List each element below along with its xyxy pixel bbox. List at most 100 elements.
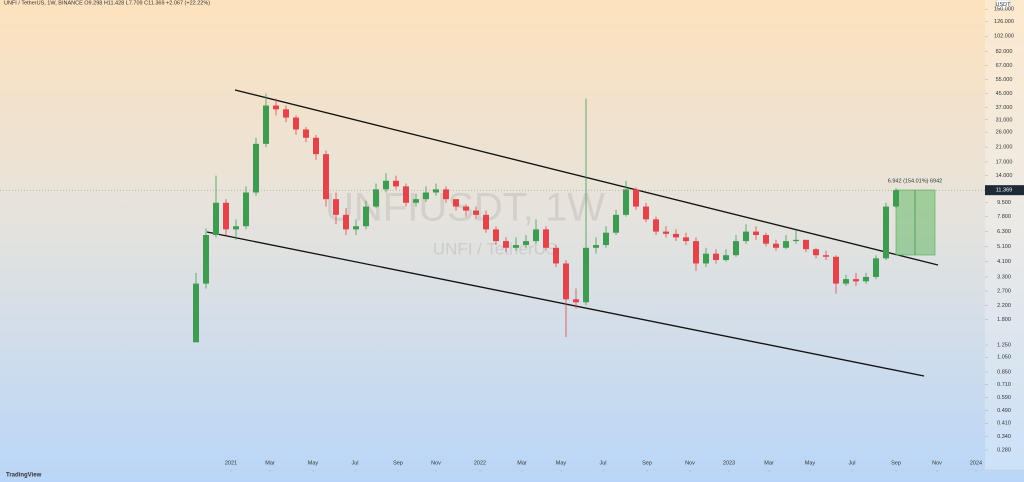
candle-body	[223, 202, 229, 230]
candle-body	[723, 255, 729, 261]
candle-body	[623, 189, 629, 215]
candle-body	[313, 137, 319, 155]
candle-body	[423, 192, 429, 200]
x-tick-label: 2021	[225, 460, 237, 466]
candle-body	[243, 192, 249, 227]
y-tick-label: 4.100	[997, 259, 1011, 265]
candle-body	[793, 239, 799, 242]
x-tick-label: 2024	[970, 460, 982, 466]
candle-body	[853, 279, 859, 282]
candle-body	[303, 129, 309, 138]
x-tick-label: May	[556, 460, 567, 466]
y-tick-label: 2.700	[997, 288, 1011, 294]
candle-body	[533, 229, 539, 242]
candle-body	[593, 245, 599, 248]
x-tick-label: Nov	[431, 460, 441, 466]
candle-body	[713, 253, 719, 261]
y-tick-label: 3.300	[997, 274, 1011, 280]
header: UNFI / TetherUS, 1W, BINANCE O9.298 H11.…	[4, 0, 210, 6]
candle-body	[363, 206, 369, 227]
candle-body	[283, 109, 289, 118]
candle-body	[293, 117, 299, 130]
candle-body	[873, 258, 879, 277]
candle-body	[213, 202, 219, 236]
y-tick-label: 150.000	[994, 7, 1014, 13]
currency[interactable]: USDT	[996, 2, 1012, 8]
candle-body	[673, 233, 679, 238]
candle-body	[463, 206, 469, 211]
x-tick-label: Jul	[599, 460, 606, 466]
upper-trendline	[234, 89, 939, 266]
y-tick-label: 1.250	[997, 343, 1011, 349]
x-tick-label: Nov	[932, 460, 942, 466]
y-tick-label: 1.800	[997, 317, 1011, 323]
candle-body	[453, 199, 459, 207]
x-tick-label: Mar	[265, 460, 275, 466]
candle-body	[703, 253, 709, 264]
candle-body	[613, 214, 619, 233]
currency-box[interactable]	[995, 0, 1011, 10]
candle-body	[743, 231, 749, 242]
y-tick-label: 0.710	[997, 382, 1011, 388]
candle-body	[683, 237, 689, 242]
candle-body	[653, 219, 659, 232]
candle-body	[663, 231, 669, 234]
candle-body	[333, 199, 339, 215]
candle-body	[393, 180, 399, 187]
candle-body	[883, 206, 889, 259]
y-tick-label: 6.300	[997, 229, 1011, 235]
candle-body	[633, 189, 639, 207]
y-tick-label: 14.000	[996, 173, 1013, 179]
last-price-label: 11.369	[996, 188, 1012, 194]
y-tick-label: 2.200	[997, 303, 1011, 309]
candle-body	[553, 247, 559, 264]
candle-body	[893, 190, 899, 207]
y-tick-label: 82.000	[996, 49, 1013, 55]
y-tick-label: 0.850	[997, 370, 1011, 376]
y-tick-label: 0.490	[997, 408, 1011, 414]
candle-body	[353, 226, 359, 230]
candle-body	[603, 232, 609, 246]
candle-body	[343, 214, 349, 230]
candle-body	[823, 255, 829, 257]
candle-body	[433, 189, 439, 193]
plot: 150.000 126.000 102.000 82.000 67.000 55.000 4…	[0, 7, 1024, 472]
y-tick-label: 9.500	[997, 200, 1011, 206]
x-tick-label: Sep	[891, 460, 901, 466]
x-tick-label: Sep	[642, 460, 652, 466]
candle-body	[803, 239, 809, 250]
price-axis	[985, 0, 1024, 470]
candle-body	[513, 245, 519, 248]
candle-body	[753, 231, 759, 236]
candle-body	[863, 276, 869, 282]
y-tick-label: 5.100	[997, 244, 1011, 250]
x-tick-label: Nov	[685, 460, 695, 466]
x-tick-label: May	[805, 460, 816, 466]
candle-body	[503, 241, 509, 248]
candle-body	[253, 143, 259, 193]
candle-body	[783, 241, 789, 248]
y-tick-label: 126.000	[994, 19, 1014, 25]
y-tick-label: 0.410	[997, 421, 1011, 427]
y-tick-label: 26.000	[996, 130, 1013, 136]
y-tick-label: 0.590	[997, 395, 1011, 401]
candle-body	[403, 186, 409, 203]
y-tick-label: 0.280	[997, 447, 1011, 453]
y-tick-label: 7.800	[997, 214, 1011, 220]
x-tick-label: 2023	[723, 460, 735, 466]
candle-body	[523, 241, 529, 246]
candle-body	[813, 249, 819, 256]
candle-body	[833, 256, 839, 284]
y-tick-label: 55.000	[996, 77, 1013, 83]
candle-body	[383, 180, 389, 190]
measure-label: 6.942 (154.01%) 6942	[888, 178, 942, 184]
candle-body	[233, 226, 239, 230]
x-tick-label: 2022	[474, 460, 486, 466]
y-tick-label: 21.000	[996, 145, 1013, 151]
y-tick-label: 17.000	[996, 159, 1013, 165]
candle-body	[323, 154, 329, 200]
trendlines	[206, 89, 939, 377]
y-tick-label: 0.340	[997, 434, 1011, 440]
candle-body	[263, 105, 269, 144]
